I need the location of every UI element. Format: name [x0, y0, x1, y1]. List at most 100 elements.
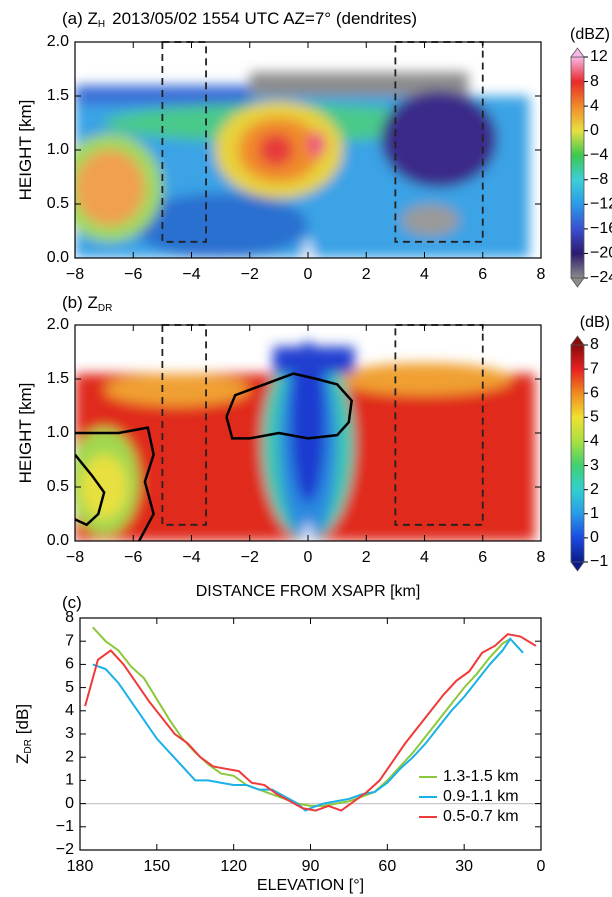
field-region — [75, 150, 145, 226]
y-axis-label: ZDR [dB] — [13, 704, 33, 764]
colorbar — [570, 344, 585, 563]
legend-label: 0.5-0.7 km — [443, 808, 519, 825]
colorbar-tick-label: 5 — [590, 409, 599, 426]
y-axis-label: HEIGHT [km] — [16, 100, 35, 201]
colorbar-tick-label: 3 — [590, 457, 599, 474]
y-tick-label: 3 — [65, 725, 74, 742]
y-tick-label: 1.5 — [47, 370, 69, 387]
colorbar-tick-label: 7 — [590, 360, 599, 377]
x-tick-label: −2 — [241, 549, 259, 566]
panel-title: (c) — [62, 593, 82, 612]
y-tick-label: 4 — [65, 702, 74, 719]
x-tick-label: 120 — [220, 858, 247, 875]
contour — [75, 426, 155, 541]
colorbar-tick-label: −20 — [590, 245, 612, 262]
colorbar-tick-label: 8 — [590, 336, 599, 353]
y-tick-label: 1.0 — [47, 424, 69, 441]
y-tick-label: 1.5 — [47, 87, 69, 104]
x-tick-label: 6 — [478, 549, 487, 566]
radar-field — [75, 341, 536, 541]
colorbar-tick-label: 0 — [590, 122, 599, 139]
colorbar-tick-label: 6 — [590, 384, 599, 401]
field-region — [380, 90, 498, 188]
dashed-box — [394, 324, 484, 526]
y-tick-label: 8 — [65, 609, 74, 626]
dashed-box — [161, 324, 207, 526]
x-tick-label: −6 — [124, 266, 142, 283]
y-tick-label: 0.0 — [47, 532, 69, 549]
x-tick-label: 4 — [420, 266, 429, 283]
y-tick-label: −2 — [56, 841, 74, 858]
colorbar-tick-label: −24 — [590, 269, 612, 286]
contour — [225, 372, 354, 440]
data-line — [92, 626, 511, 807]
dashed-box — [161, 41, 207, 243]
x-tick-label: −4 — [182, 266, 200, 283]
field-region — [304, 239, 312, 258]
legend-label: 0.9-1.1 km — [443, 788, 519, 805]
y-tick-label: 7 — [65, 632, 74, 649]
data-line — [84, 633, 537, 812]
y-tick-label: 2 — [65, 748, 74, 765]
y-tick-label: −1 — [56, 818, 74, 835]
field-region — [258, 133, 294, 167]
field-region — [401, 204, 460, 237]
field-region — [304, 522, 312, 541]
colorbar-tick-label: 2 — [590, 481, 599, 498]
colorbar — [570, 56, 585, 279]
title-text: (c) — [62, 593, 82, 612]
field-region — [104, 373, 250, 406]
y-tick-label: 2.0 — [47, 33, 69, 50]
x-tick-label: 180 — [67, 858, 94, 875]
y-tick-label: 0.0 — [47, 249, 69, 266]
y-label-subscript: DR — [23, 739, 34, 753]
colorbar-extend — [570, 277, 585, 288]
radar-blobs — [75, 341, 536, 541]
title-subscript: DR — [98, 303, 112, 314]
y-tick-label: 6 — [65, 656, 74, 673]
x-tick-label: 150 — [143, 858, 170, 875]
dashed-box — [394, 41, 484, 243]
title-text: (b) Z — [62, 293, 98, 312]
field-region — [308, 131, 326, 158]
colorbar-tick-label: −12 — [590, 196, 612, 213]
x-tick-label: −4 — [182, 549, 200, 566]
colorbar-tick-label: −1 — [590, 553, 608, 570]
field-region — [273, 346, 355, 374]
y-label-text: [dB] — [13, 704, 32, 734]
colorbar-label: (dB) — [580, 314, 610, 331]
x-tick-label: 30 — [455, 858, 473, 875]
x-tick-label: 0 — [304, 549, 313, 566]
colorbar-tick-label: −4 — [590, 146, 608, 163]
colorbar-tick-label: 0 — [590, 529, 599, 546]
y-tick-label: 1 — [65, 772, 74, 789]
x-tick-label: −6 — [124, 549, 142, 566]
y-label-text: Z — [13, 754, 32, 764]
title-subscript: H — [98, 19, 105, 30]
colorbar-label: (dBZ) — [570, 26, 610, 43]
x-tick-label: 6 — [478, 266, 487, 283]
field-region — [337, 362, 512, 396]
colorbar-extend — [570, 335, 585, 346]
y-tick-label: 0.5 — [47, 195, 69, 212]
colorbar-tick-label: 8 — [590, 73, 599, 90]
colorbar-extend — [570, 561, 585, 572]
panel-title: (b) ZDR — [62, 293, 112, 313]
colorbar-extend — [570, 47, 585, 58]
radar-field — [75, 72, 530, 258]
field-region — [133, 193, 308, 258]
x-tick-label: −2 — [241, 266, 259, 283]
y-label-text: HEIGHT [km] — [16, 100, 35, 201]
y-tick-label: 5 — [65, 679, 74, 696]
title-text: (a) Z — [62, 9, 98, 28]
y-tick-label: 1.0 — [47, 141, 69, 158]
x-tick-label: 0 — [304, 266, 313, 283]
y-tick-label: 0 — [65, 795, 74, 812]
colorbar-tick-label: −8 — [590, 171, 608, 188]
x-tick-label: 2 — [362, 266, 371, 283]
y-tick-label: 2.0 — [47, 316, 69, 333]
x-tick-label: 60 — [378, 858, 396, 875]
colorbar-tick-label: 1 — [590, 505, 599, 522]
colorbar-tick-label: 12 — [590, 48, 608, 65]
